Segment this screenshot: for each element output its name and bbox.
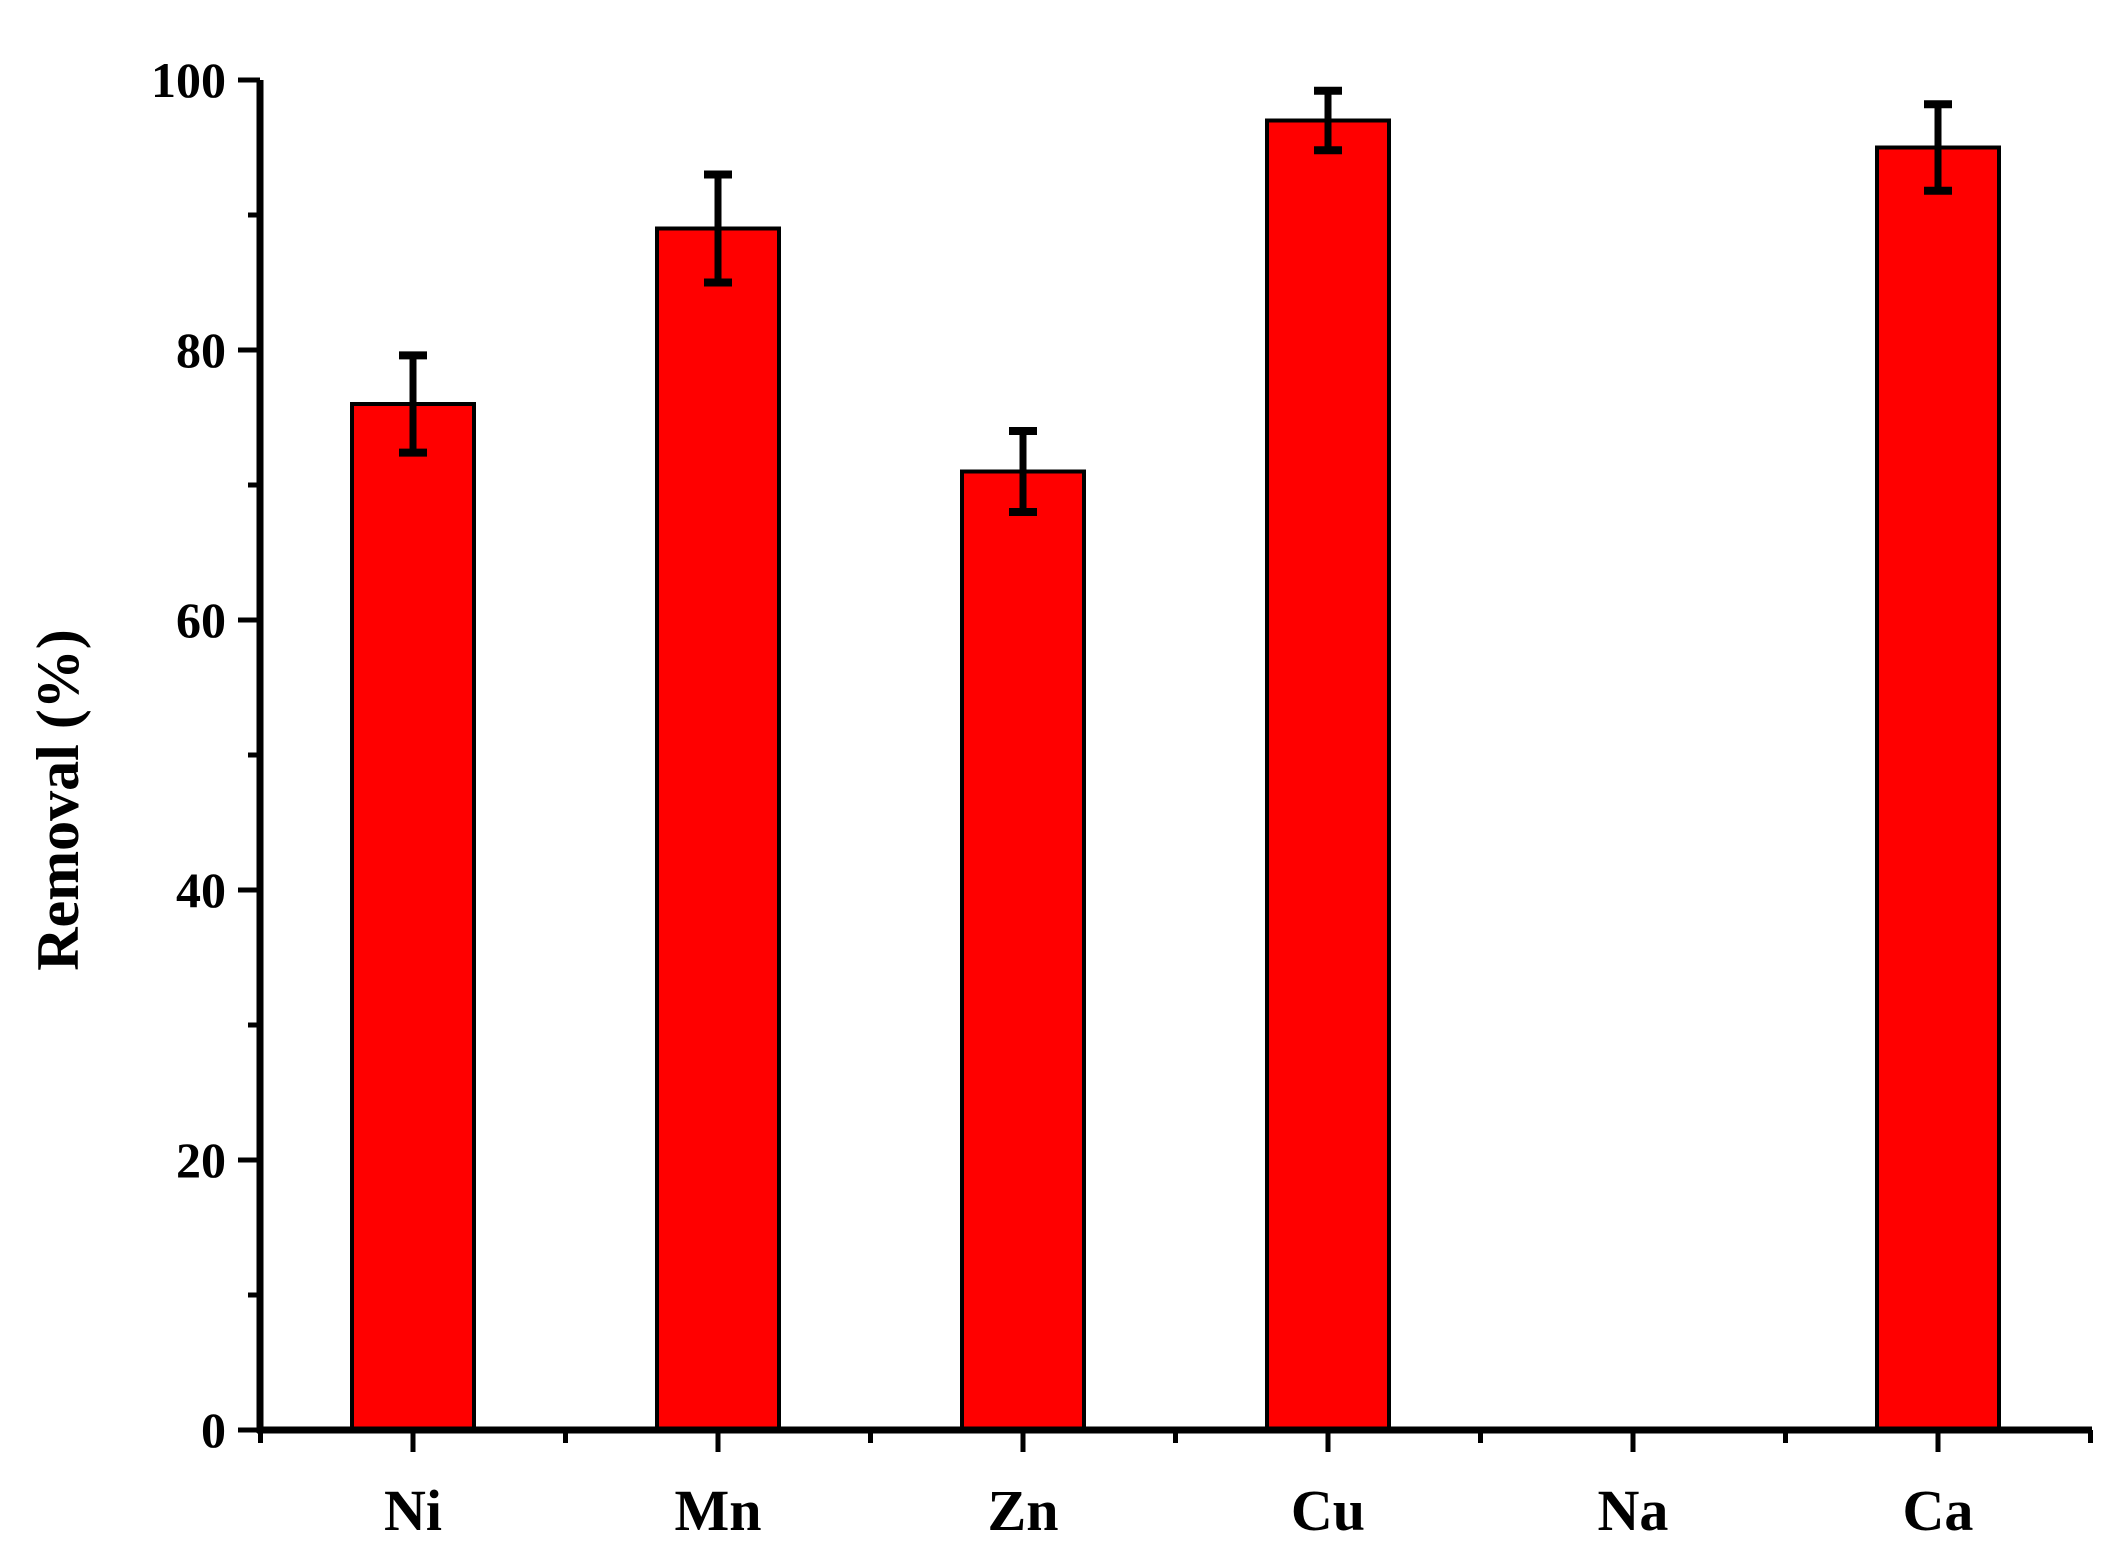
bar-mn — [655, 226, 781, 1432]
y-tick-label: 60 — [176, 592, 226, 648]
error-bar-ni — [399, 351, 427, 457]
x-tick-label-mn: Mn — [675, 1478, 762, 1543]
y-tick-label: 0 — [201, 1402, 226, 1458]
x-tick-label-zn: Zn — [988, 1478, 1059, 1543]
error-bar-mn — [704, 170, 732, 287]
x-tick-label-na: Na — [1598, 1478, 1669, 1543]
bars-layer — [350, 118, 2001, 1432]
bar-cu — [1265, 118, 1391, 1432]
y-axis-title: Removal (%) — [25, 629, 91, 971]
y-tick-label: 20 — [176, 1132, 226, 1188]
error-bar-ca — [1924, 100, 1952, 195]
bar-zn — [960, 469, 1086, 1432]
x-tick-label-ni: Ni — [384, 1478, 442, 1543]
bar-ni — [350, 402, 476, 1432]
error-bar-zn — [1009, 427, 1037, 516]
error-bar-cu — [1314, 86, 1342, 155]
y-tick-label: 40 — [176, 862, 226, 918]
x-tick-label-ca: Ca — [1903, 1478, 1974, 1543]
x-tick-label-cu: Cu — [1291, 1478, 1365, 1543]
bar-ca — [1875, 145, 2001, 1432]
labels-layer: 0 20 40 60 80 100 Ni Mn Zn Cu Na Ca — [151, 52, 1973, 1543]
y-tick-label: 80 — [176, 322, 226, 378]
y-tick-label: 100 — [151, 52, 226, 108]
axes-layer — [238, 77, 2093, 1452]
error-bars-layer — [399, 86, 1952, 516]
